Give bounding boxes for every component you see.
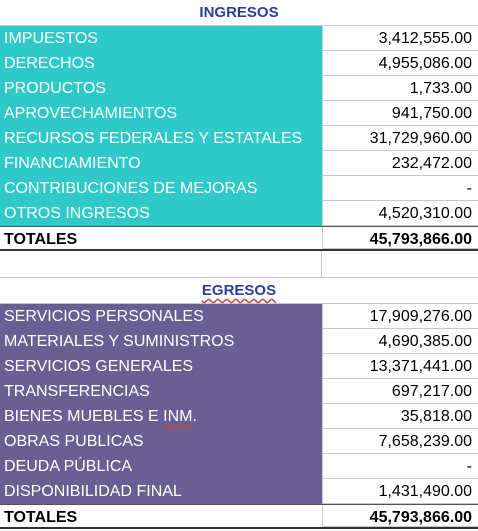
row-label: RECURSOS FEDERALES Y ESTATALES bbox=[0, 126, 322, 151]
row-label: SERVICIOS GENERALES bbox=[0, 354, 322, 379]
egresos-header: EGRESOS bbox=[0, 278, 478, 304]
egresos-title: EGRESOS bbox=[201, 282, 277, 299]
row-value: - bbox=[322, 176, 478, 201]
row-value: 4,520,310.00 bbox=[322, 201, 478, 226]
table-row[interactable]: CONTRIBUCIONES DE MEJORAS - bbox=[0, 176, 478, 201]
table-row[interactable]: OTROS INGRESOS 4,520,310.00 bbox=[0, 201, 478, 226]
egresos-table: SERVICIOS PERSONALES 17,909,276.00 MATER… bbox=[0, 304, 478, 529]
table-row[interactable]: MATERIALES Y SUMINISTROS 4,690,385.00 bbox=[0, 329, 478, 354]
ingresos-total-row[interactable]: TOTALES 45,793,866.00 bbox=[0, 226, 478, 251]
total-value: 45,793,866.00 bbox=[322, 505, 478, 527]
row-label: TRANSFERENCIAS bbox=[0, 379, 322, 404]
row-value: 13,371,441.00 bbox=[322, 354, 478, 379]
empty-row[interactable] bbox=[0, 251, 478, 278]
row-label: BIENES MUEBLES E INM. bbox=[0, 404, 322, 429]
row-value: 4,955,086.00 bbox=[322, 51, 478, 76]
row-value: 232,472.00 bbox=[322, 151, 478, 176]
table-row[interactable]: FINANCIAMIENTO 232,472.00 bbox=[0, 151, 478, 176]
row-label: OBRAS PUBLICAS bbox=[0, 429, 322, 454]
row-label-mark: INM bbox=[163, 408, 193, 425]
table-row[interactable]: SERVICIOS GENERALES 13,371,441.00 bbox=[0, 354, 478, 379]
row-value: 7,658,239.00 bbox=[322, 429, 478, 454]
row-label: APROVECHAMIENTOS bbox=[0, 101, 322, 126]
row-value: 697,217.00 bbox=[322, 379, 478, 404]
total-value: 45,793,866.00 bbox=[322, 227, 478, 249]
table-row[interactable]: BIENES MUEBLES E INM. 35,818.00 bbox=[0, 404, 478, 429]
row-label: OTROS INGRESOS bbox=[0, 201, 322, 226]
row-label-pre: BIENES MUEBLES E bbox=[4, 408, 164, 425]
row-value: 35,818.00 bbox=[322, 404, 478, 429]
table-row[interactable]: SERVICIOS PERSONALES 17,909,276.00 bbox=[0, 304, 478, 329]
table-row[interactable]: OBRAS PUBLICAS 7,658,239.00 bbox=[0, 429, 478, 454]
empty-cell[interactable] bbox=[322, 251, 478, 277]
row-value: 31,729,960.00 bbox=[322, 126, 478, 151]
row-value: 941,750.00 bbox=[322, 101, 478, 126]
row-label: DERECHOS bbox=[0, 51, 322, 76]
row-value: 17,909,276.00 bbox=[322, 304, 478, 329]
egresos-total-row[interactable]: TOTALES 45,793,866.00 bbox=[0, 504, 478, 529]
row-label: SERVICIOS PERSONALES bbox=[0, 304, 322, 329]
row-label: DEUDA PÚBLICA bbox=[0, 454, 322, 479]
row-value: 3,412,555.00 bbox=[322, 26, 478, 51]
empty-cell[interactable] bbox=[0, 251, 323, 277]
total-label: TOTALES bbox=[0, 227, 322, 249]
table-row[interactable]: DISPONIBILIDAD FINAL 1,431,490.00 bbox=[0, 479, 478, 504]
table-row[interactable]: PRODUCTOS 1,733.00 bbox=[0, 76, 478, 101]
table-row[interactable]: APROVECHAMIENTOS 941,750.00 bbox=[0, 101, 478, 126]
total-label: TOTALES bbox=[0, 505, 322, 527]
table-row[interactable]: IMPUESTOS 3,412,555.00 bbox=[0, 26, 478, 51]
row-value: - bbox=[322, 454, 478, 479]
table-row[interactable]: DERECHOS 4,955,086.00 bbox=[0, 51, 478, 76]
ingresos-header: INGRESOS bbox=[0, 0, 478, 26]
table-row[interactable]: DEUDA PÚBLICA - bbox=[0, 454, 478, 479]
table-row[interactable]: TRANSFERENCIAS 697,217.00 bbox=[0, 379, 478, 404]
row-label: CONTRIBUCIONES DE MEJORAS bbox=[0, 176, 322, 201]
row-value: 1,733.00 bbox=[322, 76, 478, 101]
row-value: 1,431,490.00 bbox=[322, 479, 478, 504]
table-row[interactable]: RECURSOS FEDERALES Y ESTATALES 31,729,96… bbox=[0, 126, 478, 151]
row-value: 4,690,385.00 bbox=[322, 329, 478, 354]
row-label: PRODUCTOS bbox=[0, 76, 322, 101]
ingresos-title: INGRESOS bbox=[199, 4, 279, 21]
row-label-post: . bbox=[192, 408, 197, 425]
ingresos-table: IMPUESTOS 3,412,555.00 DERECHOS 4,955,08… bbox=[0, 26, 478, 251]
row-label: DISPONIBILIDAD FINAL bbox=[0, 479, 322, 504]
row-label: FINANCIAMIENTO bbox=[0, 151, 322, 176]
row-label: IMPUESTOS bbox=[0, 26, 322, 51]
row-label: MATERIALES Y SUMINISTROS bbox=[0, 329, 322, 354]
